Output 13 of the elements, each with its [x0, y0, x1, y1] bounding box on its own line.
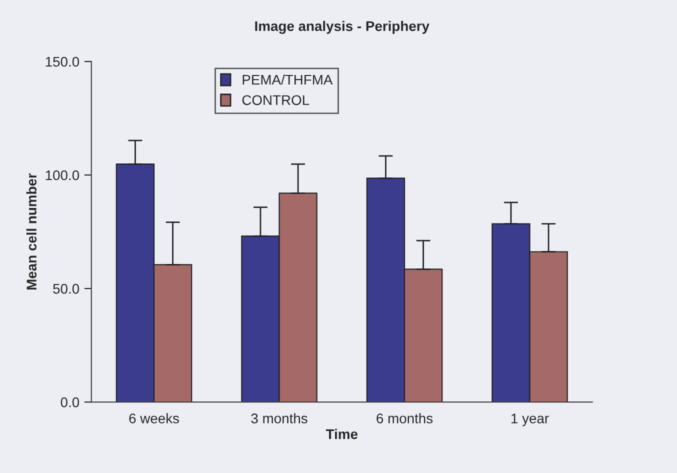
y-axis-title: Mean cell number — [26, 173, 37, 290]
y-tick-label: 50.0 — [53, 284, 80, 294]
legend-label: CONTROL — [242, 95, 310, 106]
x-tick-label: 3 months — [251, 413, 308, 424]
x-tick-label: 6 weeks — [129, 413, 179, 424]
legend-label: PEMA/THFMA — [242, 74, 333, 85]
chart-title: Image analysis - Periphery — [255, 20, 430, 34]
x-tick-label: 1 year — [512, 414, 549, 426]
x-tick-label: 6 months — [376, 413, 433, 424]
y-tick-label: 0.0 — [60, 397, 80, 408]
y-tick-label: 100.0 — [46, 170, 80, 180]
y-tick-label: 150.0 — [46, 56, 80, 67]
x-axis-title: Time — [326, 428, 358, 440]
